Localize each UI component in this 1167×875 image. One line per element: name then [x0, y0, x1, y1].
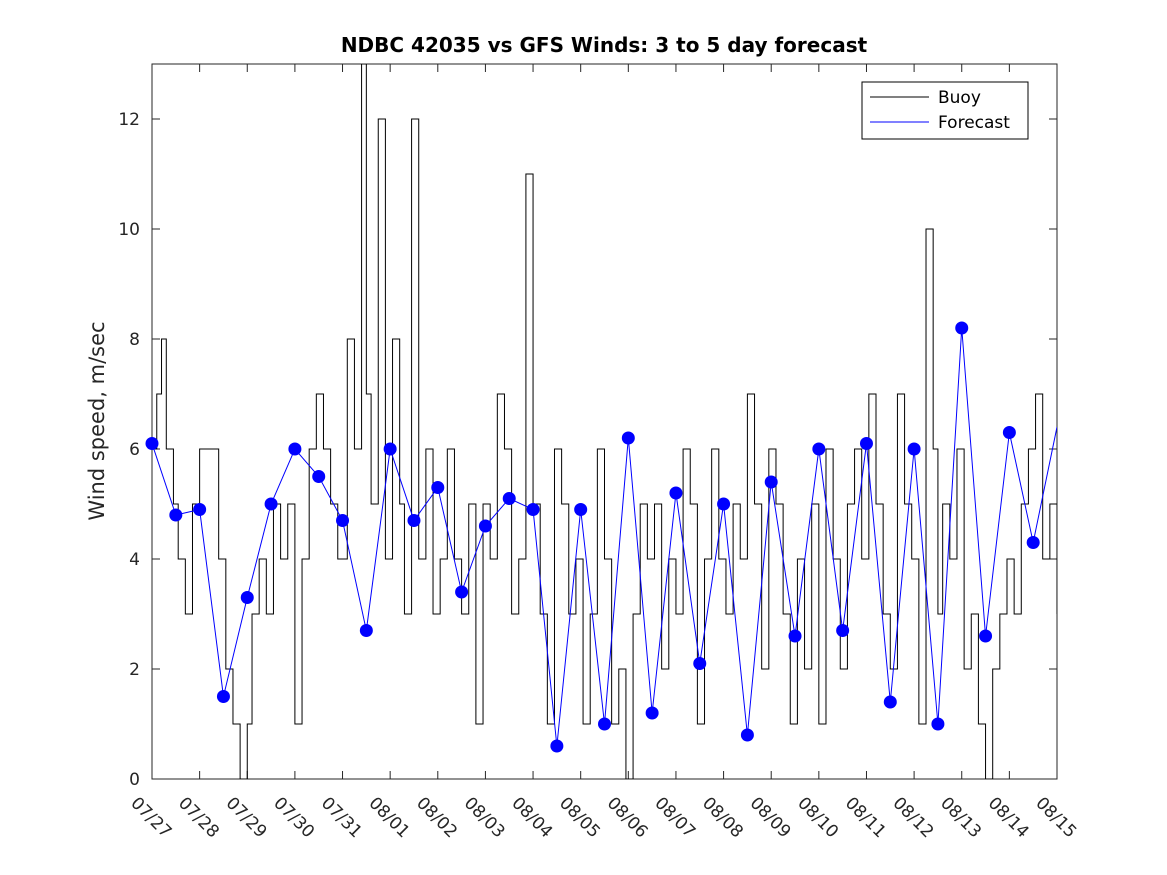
forecast-marker [288, 442, 302, 456]
forecast-marker [574, 503, 588, 516]
forecast-marker [407, 514, 421, 527]
y-tick-label: 10 [118, 220, 140, 240]
legend-buoy-label: Buoy [938, 88, 981, 108]
y-tick-label: 12 [118, 110, 140, 130]
forecast-marker [145, 437, 159, 450]
y-axis-label: Wind speed, m/sec [85, 321, 109, 520]
forecast-marker [645, 706, 659, 720]
forecast-marker [669, 486, 683, 500]
legend: Buoy Forecast [861, 81, 1029, 140]
forecast-marker [478, 519, 492, 533]
forecast-marker [598, 717, 611, 731]
forecast-marker [312, 470, 326, 483]
forecast-marker [216, 690, 230, 703]
forecast-marker [336, 514, 350, 527]
forecast-marker [264, 497, 278, 511]
forecast-marker [955, 321, 969, 335]
forecast-marker [859, 437, 873, 450]
forecast-marker [1026, 536, 1040, 549]
y-tick-label: 6 [129, 440, 140, 460]
forecast-marker [693, 657, 707, 670]
forecast-marker [907, 442, 921, 456]
y-tick-label: 0 [129, 770, 140, 790]
legend-box [861, 81, 1029, 140]
forecast-marker [383, 442, 397, 456]
forecast-marker [526, 503, 540, 516]
forecast-marker [240, 591, 254, 604]
forecast-marker [550, 739, 564, 753]
forecast-marker [1002, 426, 1016, 439]
forecast-marker [502, 492, 516, 505]
forecast-marker [359, 624, 373, 637]
forecast-marker [169, 508, 183, 522]
forecast-marker [455, 585, 469, 599]
forecast-marker [836, 624, 850, 637]
forecast-marker [431, 481, 445, 494]
forecast-marker [717, 497, 731, 511]
forecast-marker [812, 442, 826, 456]
series-buoy-line [152, 64, 1057, 779]
axes-frame [151, 63, 1058, 780]
forecast-marker [931, 717, 945, 731]
y-tick-label: 4 [129, 550, 140, 570]
forecast-marker [883, 695, 897, 709]
forecast-marker [788, 629, 802, 643]
y-tick-label: 8 [129, 330, 140, 350]
forecast-marker [621, 431, 635, 445]
y-tick-label: 2 [129, 660, 140, 680]
forecast-marker [764, 475, 778, 489]
forecast-marker [193, 503, 207, 516]
chart-title: NDBC 42035 vs GFS Winds: 3 to 5 day fore… [341, 33, 868, 57]
forecast-marker [979, 629, 993, 643]
legend-forecast-label: Forecast [938, 113, 1010, 133]
forecast-marker [740, 728, 754, 742]
